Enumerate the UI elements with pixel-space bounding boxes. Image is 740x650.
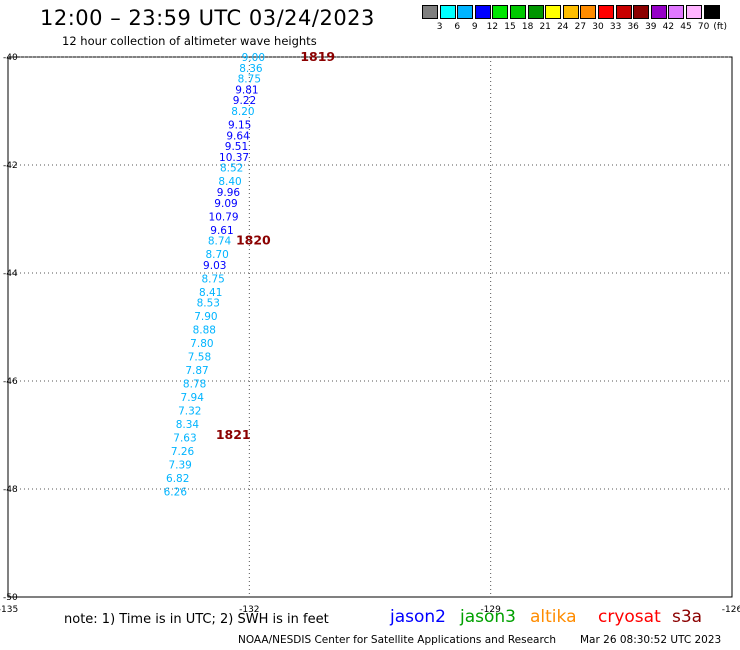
wave-height-label: 7.94 — [181, 392, 205, 404]
color-swatch — [633, 5, 650, 19]
y-tick-label: -50 — [3, 593, 18, 603]
wave-height-label: 8.78 — [183, 379, 206, 391]
color-swatch — [527, 5, 544, 19]
wave-height-label: 8.70 — [205, 249, 228, 261]
color-scale-label: 42 — [662, 22, 675, 32]
satellite-legend-entry: jason2 — [390, 607, 446, 627]
y-tick-label: -44 — [3, 269, 18, 279]
color-scale-label: 3 — [436, 22, 443, 32]
footer-credit: NOAA/NESDIS Center for Satellite Applica… — [238, 634, 556, 646]
color-scale-label: 45 — [680, 22, 692, 32]
color-swatch — [510, 5, 526, 19]
wave-height-label: 9.15 — [228, 120, 251, 132]
y-tick-label: -48 — [3, 485, 18, 495]
pass-time-label: 1821 — [216, 427, 251, 442]
color-swatch — [615, 5, 632, 19]
wave-height-label: 7.80 — [190, 338, 213, 350]
wave-height-label: 7.87 — [185, 365, 208, 377]
wave-height-label: 10.79 — [209, 211, 239, 223]
satellite-legend-entry: altika — [530, 607, 577, 627]
wave-height-label: 10.37 — [219, 152, 249, 164]
color-swatch — [457, 5, 474, 19]
wave-height-label: 9.51 — [225, 141, 248, 153]
color-scale-label: 27 — [574, 22, 587, 32]
wave-height-label: 8.20 — [231, 106, 254, 118]
color-scale-label: 30 — [592, 22, 604, 32]
color-scale-label: 15 — [504, 22, 516, 32]
plot-frame — [7, 56, 733, 598]
wave-height-label: 9.22 — [233, 95, 256, 107]
color-swatch — [474, 5, 491, 19]
wave-height-label: 7.39 — [168, 460, 191, 472]
color-scale-label: 24 — [557, 22, 569, 32]
color-scale-unit: (ft) — [713, 22, 727, 32]
color-swatch — [439, 5, 456, 19]
chart-title: 12:00 – 23:59 UTC 03/24/2023 — [40, 6, 375, 30]
satellite-legend-entry: cryosat — [598, 607, 661, 627]
wave-height-label: 8.52 — [220, 163, 243, 175]
wave-height-label: 8.75 — [238, 74, 261, 86]
color-scale-label: 9 — [471, 22, 478, 32]
wave-height-label: 7.90 — [194, 311, 217, 323]
wave-height-label: 9.81 — [235, 84, 258, 96]
wave-height-label: 9.09 — [214, 198, 237, 210]
x-tick-label: -126 — [722, 605, 740, 615]
color-swatch — [492, 5, 509, 19]
wave-height-label: 9.61 — [210, 225, 233, 237]
y-tick-label: -46 — [3, 377, 18, 387]
wave-height-label: 7.58 — [188, 352, 211, 364]
color-scale-label: 33 — [609, 22, 622, 32]
color-swatch — [668, 5, 685, 19]
wave-height-label: 8.75 — [201, 273, 224, 285]
color-scale-label: 21 — [539, 22, 551, 32]
wave-height-label: 6.82 — [166, 473, 189, 485]
color-scale-label: 36 — [627, 22, 639, 32]
units-note: note: 1) Time is in UTC; 2) SWH is in fe… — [64, 612, 329, 627]
color-scale-label: 6 — [454, 22, 461, 32]
x-tick-label: -135 — [0, 605, 18, 615]
satellite-legend-entry: s3a — [672, 607, 703, 627]
wave-height-label: 8.34 — [176, 419, 200, 431]
color-swatch — [580, 5, 597, 19]
color-scale-label: 70 — [697, 22, 710, 32]
color-swatch — [703, 5, 720, 19]
color-swatch — [598, 5, 614, 19]
color-swatch — [650, 5, 667, 19]
wave-height-label: 9.96 — [217, 187, 241, 199]
satellite-legend-entry: jason3 — [460, 607, 516, 627]
color-swatch — [686, 5, 702, 19]
x-tick-label: -132 — [239, 605, 259, 615]
wave-height-label: 7.26 — [171, 446, 195, 458]
footer-timestamp: Mar 26 08:30:52 UTC 2023 — [580, 634, 722, 646]
chart-subtitle: 12 hour collection of altimeter wave hei… — [62, 34, 317, 48]
color-scale-label: 39 — [645, 22, 657, 32]
wave-height-label: 8.36 — [239, 63, 263, 75]
wave-height-label: 7.32 — [178, 406, 201, 418]
wave-height-label: 9.03 — [203, 260, 226, 272]
wave-height-label: 8.74 — [208, 236, 232, 248]
color-scale-label: 12 — [486, 22, 499, 32]
wave-height-label: 9.64 — [226, 130, 250, 142]
color-swatch — [545, 5, 562, 19]
wave-height-label: 9.00 — [242, 52, 265, 64]
wave-height-label: 8.40 — [218, 176, 241, 188]
pass-time-label: 1819 — [300, 49, 335, 64]
wave-height-label: 8.88 — [193, 325, 216, 337]
y-tick-label: -42 — [3, 161, 18, 171]
wave-height-label: 6.26 — [164, 487, 188, 499]
y-tick-label: -40 — [3, 53, 18, 63]
pass-time-label: 1820 — [236, 233, 271, 248]
wave-height-label: 8.53 — [197, 298, 220, 310]
x-tick-label: -129 — [480, 605, 501, 615]
color-swatch — [562, 5, 579, 19]
color-swatch — [422, 5, 438, 19]
color-scale-label: 18 — [521, 22, 534, 32]
wave-height-label: 7.63 — [173, 433, 196, 445]
wave-height-label: 8.41 — [199, 287, 222, 299]
